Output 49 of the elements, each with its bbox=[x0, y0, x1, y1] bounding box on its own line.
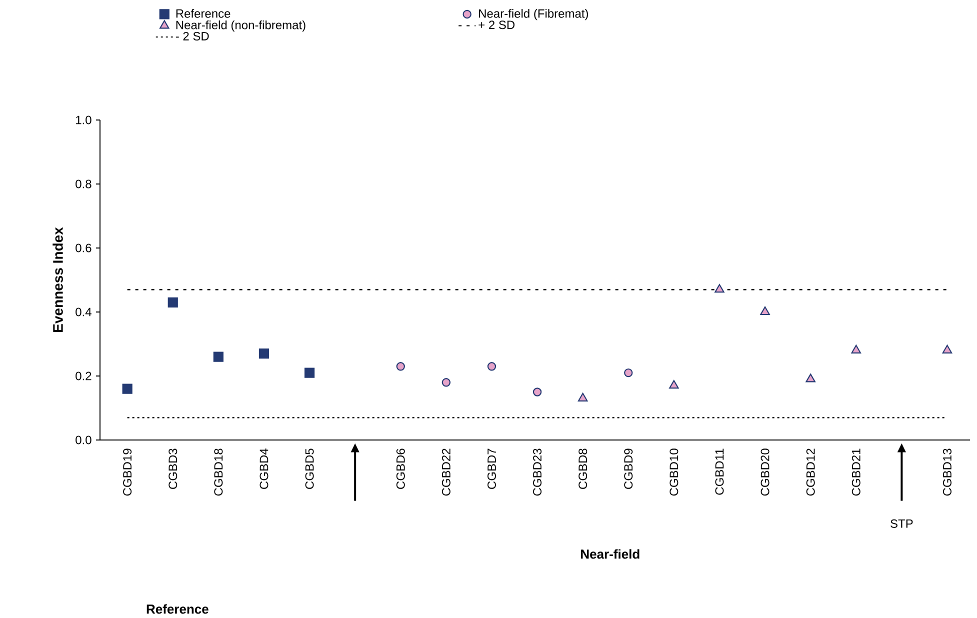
point bbox=[578, 392, 588, 402]
point bbox=[304, 368, 315, 378]
point bbox=[532, 388, 542, 396]
x-tick-label: CGBD11 bbox=[715, 448, 724, 495]
point bbox=[258, 348, 270, 359]
x-tick-label: CGBD18 bbox=[214, 448, 223, 496]
point bbox=[714, 284, 724, 293]
point bbox=[760, 306, 770, 316]
x-tick-label: CGBD12 bbox=[806, 448, 815, 496]
legend-label: Near-field (non-fibremat) bbox=[176, 20, 306, 32]
point bbox=[942, 344, 952, 354]
text: Reference bbox=[146, 604, 208, 614]
point bbox=[669, 380, 679, 389]
y-tick-label: 0.2 bbox=[76, 372, 92, 380]
point bbox=[487, 362, 496, 371]
x-tick-label: CGBD8 bbox=[578, 448, 588, 490]
y-tick-label: 0.0 bbox=[76, 436, 92, 444]
y-tick-label: 0.8 bbox=[76, 180, 92, 188]
point bbox=[213, 352, 224, 362]
x-tick-label: CGBD7 bbox=[487, 448, 496, 490]
x-axis-title: Near-field bbox=[581, 549, 640, 559]
point bbox=[396, 362, 405, 371]
x-tick-label: CGBD5 bbox=[305, 448, 314, 490]
y-tick-label: 0.4 bbox=[76, 308, 92, 316]
x-tick-label: CGBD13 bbox=[942, 448, 952, 496]
x-tick-label: CGBD23 bbox=[533, 448, 542, 496]
y-tick-label: 0.6 bbox=[76, 244, 92, 252]
legend-label: + 2 SD bbox=[478, 20, 515, 30]
y-tick-label: 1.0 bbox=[76, 116, 92, 124]
x-tick-label: CGBD22 bbox=[442, 448, 450, 496]
x-tick-label: CGBD21 bbox=[852, 448, 860, 496]
point bbox=[442, 378, 451, 387]
x-tick-label: CGBD6 bbox=[396, 448, 405, 490]
legend-label: Near-field (Fibremat) bbox=[479, 9, 588, 20]
x-tick-label: CGBD19 bbox=[123, 448, 132, 496]
point bbox=[122, 384, 132, 394]
legend-label: Reference bbox=[176, 9, 230, 18]
x-tick-label: CGBD9 bbox=[624, 448, 633, 490]
x-tick-label: CGBD3 bbox=[168, 448, 178, 490]
y-axis-title: Evenness Index bbox=[52, 227, 63, 332]
point bbox=[168, 297, 178, 308]
x-tick-label: CGBD20 bbox=[760, 448, 770, 496]
x-tick-label: CGBD4 bbox=[260, 448, 268, 490]
point bbox=[851, 344, 862, 354]
x-tick-label: CGBD10 bbox=[670, 448, 678, 496]
text: STP bbox=[890, 520, 913, 528]
point bbox=[624, 368, 633, 378]
legend-label: - 2 SD bbox=[176, 32, 209, 41]
point bbox=[806, 374, 816, 382]
